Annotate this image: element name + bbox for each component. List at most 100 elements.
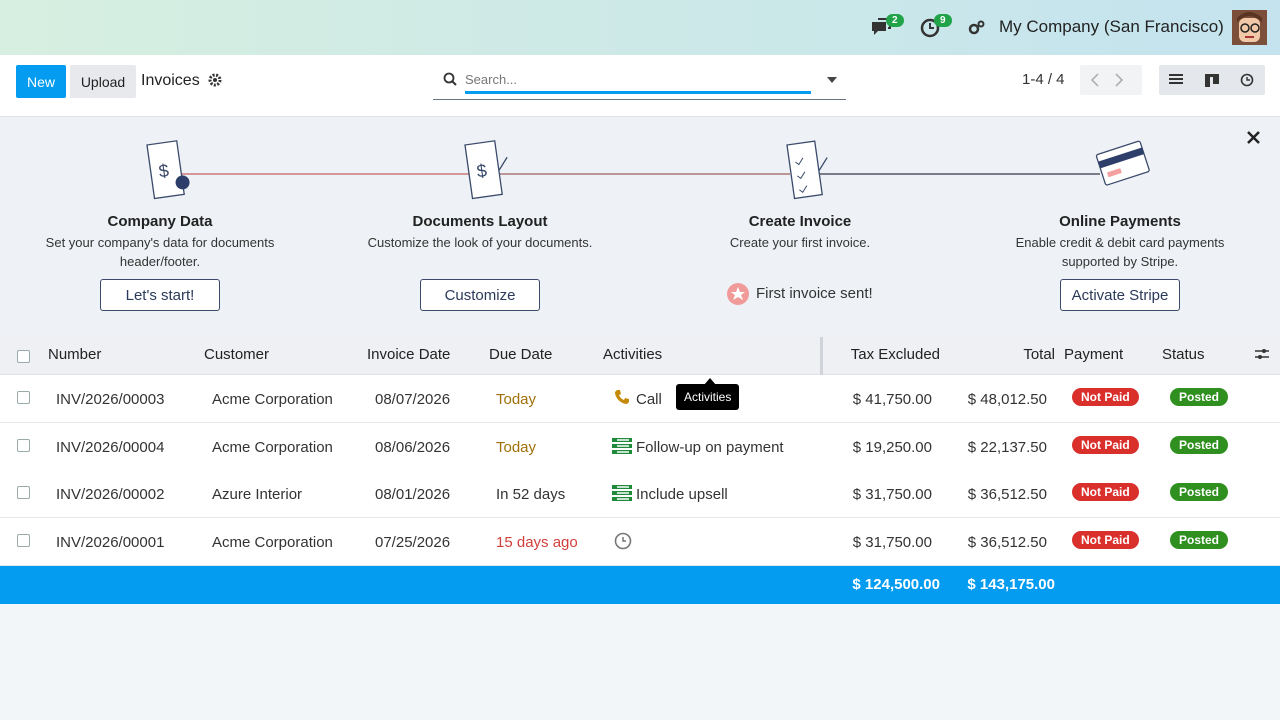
total-tax-excluded: $ 124,500.00 [852,576,940,593]
column-header[interactable]: Status [1162,346,1205,363]
svg-text:$: $ [475,160,488,181]
tax-excluded: $ 31,750.00 [852,486,932,503]
payment-badge: Not Paid [1072,436,1139,454]
step-description: Set your company's data for documents he… [45,235,275,269]
table-row [0,375,1280,423]
user-avatar[interactable] [1232,10,1267,45]
settings-gear[interactable] [208,73,222,87]
close-onboarding[interactable] [1246,130,1261,145]
column-header[interactable]: Due Date [489,346,553,363]
status-badge: Posted [1170,436,1229,454]
step-title: Documents Layout [412,213,548,230]
total: $ 36,512.50 [967,534,1047,551]
payment-badge: Not Paid [1072,483,1139,501]
optional-columns-toggle[interactable] [1255,348,1269,360]
activity-icon[interactable] [614,532,636,550]
view-icons[interactable] [1169,73,1259,87]
customer: Azure Interior [212,486,303,503]
due-date: 15 days ago [496,534,578,551]
onboarding-graphics: $ $ [146,140,1150,200]
invoice-date: 08/01/2026 [375,486,451,503]
select-all-checkbox[interactable] [17,350,30,363]
step-done: First invoice sent! [756,285,873,302]
total-amount: $ 143,175.00 [967,576,1055,593]
due-date: Today [496,439,537,456]
new-button[interactable]: New [16,65,66,98]
invoice-number[interactable]: INV/2026/00002 [56,486,165,503]
invoice-number[interactable]: INV/2026/00001 [56,534,165,551]
activity-icon[interactable] [612,484,634,502]
step-button[interactable]: Let's start! [100,279,220,311]
svg-text:$: $ [157,160,170,181]
tax-excluded: $ 19,250.00 [852,439,932,456]
invoice-date: 08/07/2026 [375,391,451,408]
search-icon [443,72,457,86]
step-button[interactable]: Activate Stripe [1060,279,1180,311]
navbar: 2 9 My Company (San Francisco) [0,0,1280,55]
pager-arrows[interactable] [1088,72,1138,88]
step-description: Create your first invoice. [729,235,871,250]
search-bar[interactable] [433,65,846,100]
column-header[interactable]: Invoice Date [367,346,451,363]
pager-value: 1-4 / 4 [1022,71,1065,88]
pager-buttons[interactable] [1080,65,1142,95]
step-description: Customize the look of your documents. [367,235,593,250]
column-header[interactable]: Customer [204,346,270,363]
due-date: In 52 days [496,486,566,503]
company-switch-icon[interactable] [968,20,986,36]
due-date: Today [496,391,537,408]
step-button[interactable]: Customize [420,279,540,311]
onboarding-panel: $ $ Company Data Set your company's data … [0,117,1280,335]
status-badge: Posted [1170,388,1229,406]
table-header [0,335,1280,375]
total: $ 36,512.50 [967,486,1047,503]
table-row [0,470,1280,518]
activity-icon[interactable] [612,437,634,455]
payment-badge: Not Paid [1072,531,1139,549]
done-star-icon [727,283,749,305]
column-resizer [820,337,823,375]
invoice-date: 08/06/2026 [375,439,451,456]
total: $ 22,137.50 [967,439,1047,456]
step-title: Company Data [107,213,213,230]
search-dropdown-toggle[interactable] [826,76,838,84]
row-checkbox[interactable] [17,391,30,404]
activity-icon[interactable] [614,389,636,407]
upload-button[interactable]: Upload [70,65,136,98]
table-row [0,423,1280,471]
row-checkbox[interactable] [17,534,30,547]
status-badge: Posted [1170,531,1229,549]
invoice-number[interactable]: INV/2026/00004 [56,439,165,456]
row-checkbox[interactable] [17,439,30,452]
activities-icon[interactable] [920,18,940,38]
activity-summary[interactable]: Call [636,391,662,408]
row-checkbox[interactable] [17,486,30,499]
total: $ 48,012.50 [967,391,1047,408]
tax-excluded: $ 41,750.00 [852,391,932,408]
search-placeholder[interactable]: Search... [465,72,518,87]
control-panel: New Upload Invoices Search... 1-4 / 4 [0,55,1280,117]
totals-row [0,566,1280,604]
company-name[interactable]: My Company (San Francisco) [999,17,1224,36]
payment-badge: Not Paid [1072,388,1139,406]
column-header[interactable]: Activities [603,346,663,363]
activities-count: 9 [934,14,952,27]
column-header[interactable]: Tax Excluded [850,346,940,363]
activity-summary[interactable]: Follow-up on payment [636,439,784,456]
step-description: Enable credit & debit card payments supp… [1015,235,1225,269]
column-header[interactable]: Total [1023,346,1055,363]
invoice-date: 07/25/2026 [375,534,451,551]
tooltip: Activities [676,384,740,410]
customer: Acme Corporation [212,534,333,551]
column-header[interactable]: Payment [1064,346,1124,363]
customer: Acme Corporation [212,439,333,456]
table-row [0,518,1280,566]
tax-excluded: $ 31,750.00 [852,534,932,551]
invoice-number[interactable]: INV/2026/00003 [56,391,165,408]
customer: Acme Corporation [212,391,333,408]
step-title: Online Payments [1059,213,1181,230]
activity-summary[interactable]: Include upsell [636,486,728,503]
messages-count: 2 [886,14,904,27]
column-header[interactable]: Number [48,346,102,363]
